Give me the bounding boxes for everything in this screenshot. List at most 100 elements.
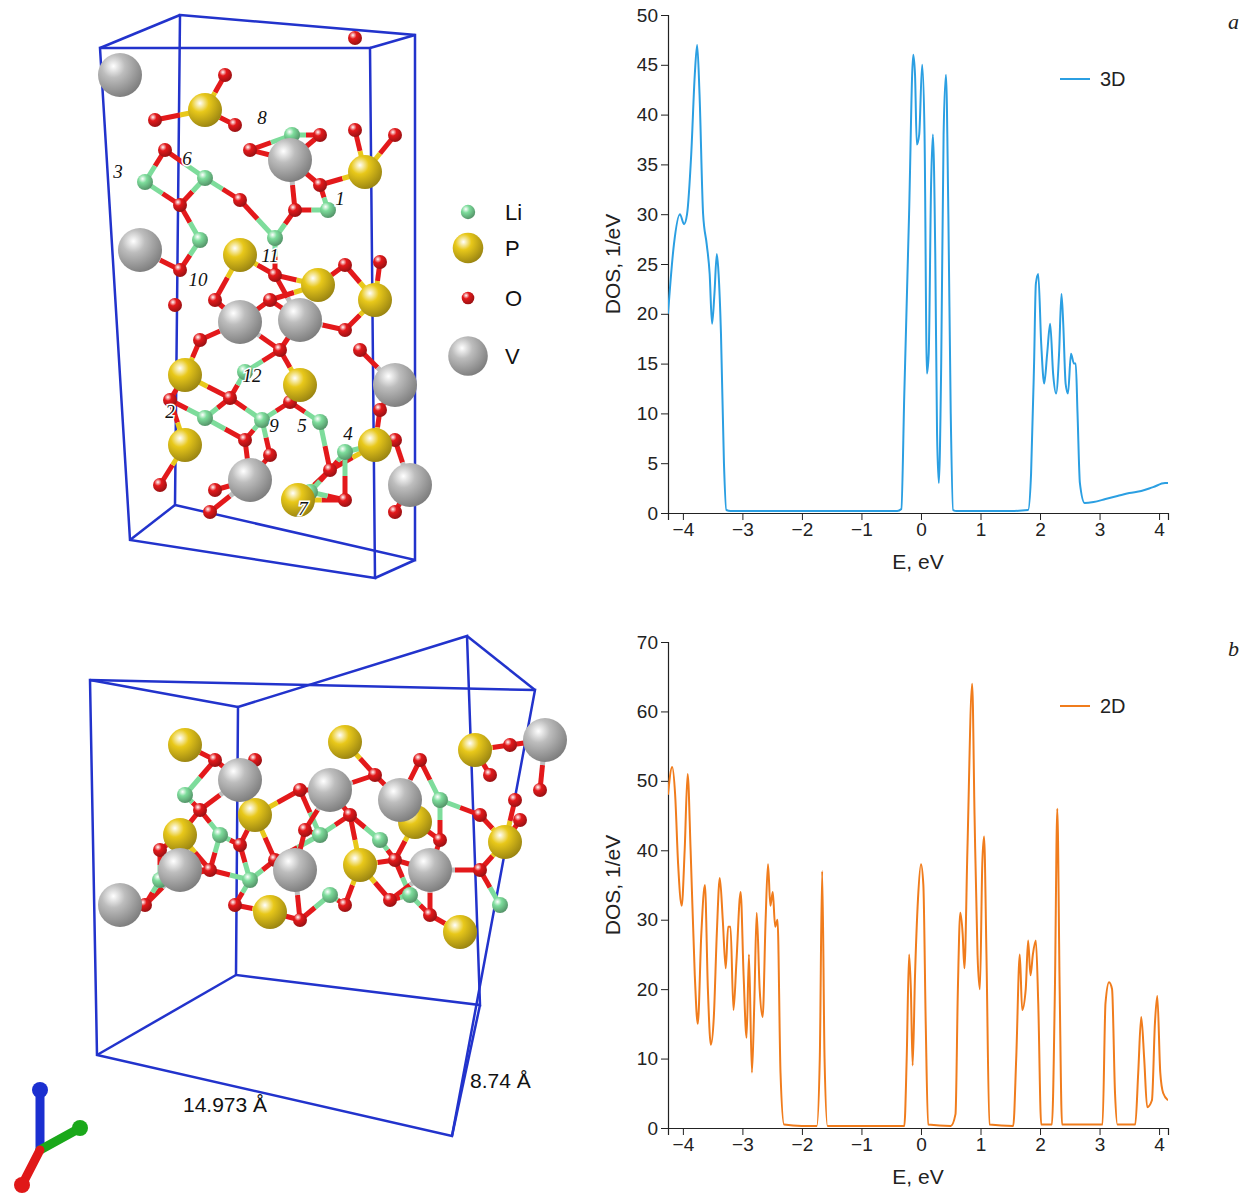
tick-label: 0 [647, 1118, 658, 1139]
tick: −1 [851, 513, 873, 540]
structure [98, 718, 567, 949]
tick-label: 5 [647, 453, 658, 474]
atom [343, 848, 377, 882]
tick: −3 [732, 1128, 754, 1155]
atom [373, 255, 387, 269]
tick-label: 20 [637, 303, 658, 324]
legend-swatch [1060, 78, 1090, 80]
atom-label: 6 [182, 148, 192, 169]
tick-label: 3 [1095, 519, 1106, 540]
tick-label: 60 [637, 701, 658, 722]
x-axis-title: E, eV [892, 550, 943, 573]
tick: 4 [1154, 513, 1165, 540]
atom [368, 768, 382, 782]
tick-label: 4 [1154, 1134, 1165, 1155]
dos-line [668, 45, 1168, 511]
tick: 2 [1035, 1128, 1046, 1155]
atom [513, 813, 527, 827]
tick-mark [661, 1059, 668, 1060]
cell-edge [90, 680, 238, 707]
atom [388, 853, 402, 867]
atom [402, 887, 418, 903]
atom [378, 778, 422, 822]
atom [228, 458, 272, 502]
tick: 15 [637, 353, 668, 374]
tick-label: 50 [637, 770, 658, 791]
tick: 50 [637, 5, 668, 26]
tick: −2 [792, 1128, 814, 1155]
atom [443, 915, 477, 949]
atom [273, 343, 287, 357]
tick-mark [661, 413, 668, 414]
tick: 0 [647, 1118, 668, 1139]
atom [228, 118, 242, 132]
atom [253, 895, 287, 929]
atom [358, 283, 392, 317]
atom [273, 848, 317, 892]
atom [348, 31, 362, 45]
x-axis: −4−3−2−101234 [669, 513, 1169, 540]
triad-head [72, 1120, 88, 1136]
tick-mark [661, 463, 668, 464]
tick-label: 2 [1035, 519, 1046, 540]
chart-panel: −4−3−2−101234051015202530354045503DE, eV… [601, 5, 1239, 573]
tick-label: −1 [851, 519, 873, 540]
tick-mark [661, 642, 668, 643]
tick: 3 [1095, 1128, 1106, 1155]
tick: 3 [1095, 513, 1106, 540]
y-axis-title: DOS, 1/eV [601, 835, 624, 935]
tick-label: 0 [916, 1134, 927, 1155]
tick: −3 [732, 513, 754, 540]
atom [192, 232, 208, 248]
tick-mark [661, 214, 668, 215]
atom-label: 11 [261, 245, 279, 266]
triad-head [32, 1082, 48, 1098]
atom [218, 300, 262, 344]
tick: 35 [637, 154, 668, 175]
atom [153, 478, 167, 492]
atom [313, 128, 327, 142]
atom [137, 174, 153, 190]
atom [473, 808, 487, 822]
atom [322, 887, 338, 903]
tick-label: 25 [637, 254, 658, 275]
atom [223, 391, 237, 405]
tick: 25 [637, 254, 668, 275]
atom [168, 728, 202, 762]
tick-label: 3 [1095, 1134, 1106, 1155]
cell-edge [130, 505, 175, 540]
element-swatch [448, 336, 488, 376]
atom [338, 898, 352, 912]
atom [197, 410, 213, 426]
cell-edge [90, 680, 535, 1136]
tick-label: −4 [673, 519, 695, 540]
tick-mark [661, 65, 668, 66]
atom [348, 123, 362, 137]
atom [148, 113, 162, 127]
element-swatch [461, 205, 475, 219]
atom [233, 193, 247, 207]
tick-label: 30 [637, 909, 658, 930]
atom [373, 363, 417, 407]
atom [298, 823, 312, 837]
atom [353, 343, 367, 357]
atom [388, 463, 432, 507]
tick-label: 30 [637, 204, 658, 225]
atom [203, 505, 217, 519]
atom [233, 838, 247, 852]
tick-label: −2 [792, 1134, 814, 1155]
atom [168, 298, 182, 312]
atom [312, 827, 328, 843]
tick-mark [661, 164, 668, 165]
unit-cell [100, 15, 415, 578]
triad-head [14, 1177, 30, 1193]
tick-label: −3 [732, 1134, 754, 1155]
tick-label: 20 [637, 979, 658, 1000]
cell-edge [370, 35, 415, 48]
tick: −4 [673, 1128, 695, 1155]
tick: 2 [1035, 513, 1046, 540]
atom [283, 368, 317, 402]
element-swatch [453, 233, 484, 264]
atom [168, 428, 202, 462]
atom [203, 863, 217, 877]
